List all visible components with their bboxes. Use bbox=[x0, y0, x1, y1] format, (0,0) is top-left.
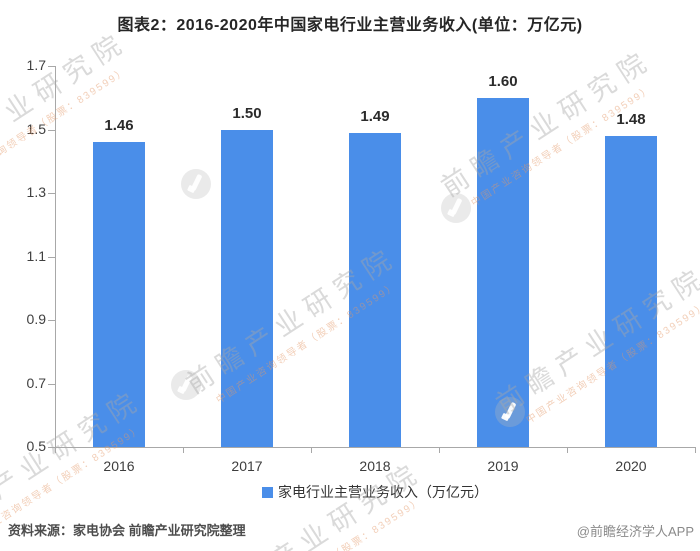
bar-value-label: 1.49 bbox=[360, 107, 390, 125]
y-axis-label: 1.5 bbox=[26, 120, 46, 137]
y-tick bbox=[48, 383, 55, 385]
watermark-text: 前瞻产业研究院中国产业咨询领导者（股票：839599） bbox=[491, 261, 700, 427]
watermark-text: 前瞻产业研究院中国产业咨询领导者（股票：839599） bbox=[181, 241, 403, 407]
x-tick bbox=[183, 447, 184, 453]
x-axis-label: 2019 bbox=[487, 458, 519, 474]
watermark-text: 前瞻产业研究院中国产业咨询领导者（股票：839599） bbox=[0, 384, 148, 550]
chart-title: 图表2：2016-2020年中国家电行业主营业务收入(单位：万亿元) bbox=[117, 17, 583, 34]
x-axis-label: 2016 bbox=[103, 458, 135, 474]
y-tick bbox=[48, 256, 55, 258]
watermark-logo-icon bbox=[441, 193, 471, 223]
bar bbox=[349, 132, 401, 447]
watermark-logo-icon bbox=[181, 169, 211, 199]
watermark-logo-icon bbox=[171, 370, 201, 400]
y-axis-label: 1.1 bbox=[26, 247, 46, 264]
y-axis-label: 0.7 bbox=[26, 374, 46, 391]
x-tick bbox=[439, 447, 440, 453]
bar bbox=[477, 97, 529, 447]
y-tick bbox=[48, 320, 55, 321]
bar-value-label: 1.50 bbox=[232, 104, 262, 122]
source-note: 资料来源：家电协会 前瞻产业研究院整理 bbox=[8, 523, 246, 538]
legend-label: 家电行业主营业务收入（万亿元） bbox=[278, 484, 488, 500]
y-tick bbox=[48, 129, 55, 131]
y-axis-label: 1.3 bbox=[26, 184, 46, 200]
y-axis-label: 0.5 bbox=[26, 438, 46, 454]
bar-value-label: 1.60 bbox=[488, 72, 518, 90]
bar-value-label: 1.48 bbox=[616, 110, 646, 128]
bar bbox=[93, 142, 145, 447]
x-tick bbox=[695, 447, 696, 453]
y-axis-label: 1.7 bbox=[26, 57, 46, 73]
watermark-logo-icon bbox=[495, 397, 525, 427]
x-tick bbox=[55, 447, 56, 453]
x-axis-label: 2018 bbox=[359, 458, 391, 474]
x-axis-label: 2020 bbox=[615, 458, 647, 474]
y-tick bbox=[48, 447, 55, 448]
y-tick bbox=[48, 66, 55, 67]
y-axis-line bbox=[55, 66, 56, 447]
legend: 家电行业主营业务收入（万亿元） bbox=[55, 482, 695, 502]
watermark-text: 前瞻产业研究院中国产业咨询领导者（股票：839599） bbox=[436, 44, 658, 210]
bar bbox=[605, 135, 657, 447]
bar bbox=[221, 129, 273, 447]
bar-value-label: 1.46 bbox=[104, 117, 134, 135]
x-tick bbox=[311, 447, 312, 453]
y-tick bbox=[48, 193, 55, 194]
x-axis-line bbox=[55, 447, 695, 448]
watermark-text: 前瞻产业研究院中国产业咨询领导者（股票：839599） bbox=[0, 26, 133, 192]
credit-note: @前瞻经济学人APP bbox=[576, 524, 694, 539]
y-axis-label: 0.9 bbox=[26, 311, 46, 327]
legend-swatch-icon bbox=[262, 486, 273, 498]
x-tick bbox=[567, 447, 568, 453]
x-axis-label: 2017 bbox=[231, 458, 263, 474]
